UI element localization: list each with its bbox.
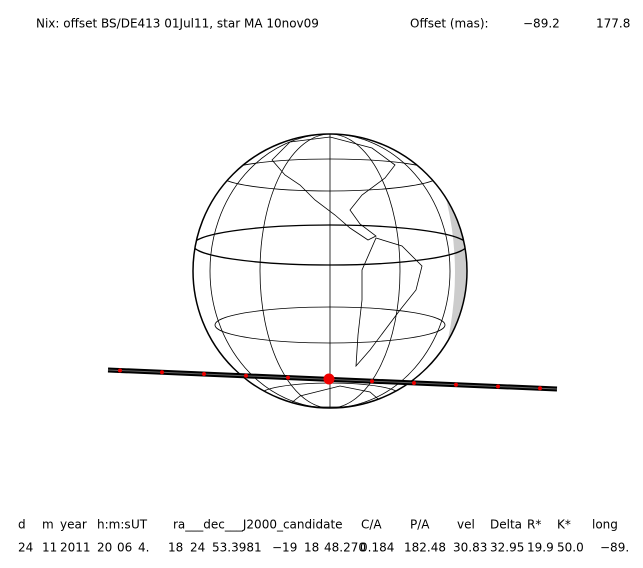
table-cell: 06	[117, 541, 132, 555]
shadow-path	[107, 367, 558, 392]
meridian	[259, 134, 401, 408]
table-cell: 24	[190, 541, 205, 555]
table-cell: 19.9	[527, 541, 554, 555]
time-marks	[118, 368, 542, 391]
table-cell: 20	[97, 541, 112, 555]
parallel	[214, 306, 446, 344]
closest-approach	[323, 373, 335, 385]
equator	[193, 224, 467, 266]
column-header: ra___dec___J2000_candidate	[173, 518, 343, 532]
table-cell: −19	[272, 541, 297, 555]
table-cell: 30.83	[453, 541, 487, 555]
table-cell: 53.3981	[212, 541, 262, 555]
table-cell: 32.95	[490, 541, 524, 555]
globe	[192, 133, 468, 409]
column-header: P/A	[410, 518, 430, 532]
column-header: Delta	[490, 518, 522, 532]
table-cell: 182.48	[404, 541, 446, 555]
column-header: d	[18, 518, 26, 532]
antarctica	[284, 385, 386, 408]
table-cell: 50.0	[557, 541, 584, 555]
table-cell: 4.	[138, 541, 149, 555]
column-header: h:m:s	[97, 518, 131, 532]
event-table: d m year h:m:s UT ra___dec___J2000_candidate C…	[18, 518, 629, 555]
table-cell: 18	[168, 541, 183, 555]
globe-limb	[192, 133, 468, 409]
offset-x: −89.2	[523, 17, 560, 31]
table-cell: 24	[18, 541, 33, 555]
table-cell: 48.270	[324, 541, 366, 555]
meridian	[209, 134, 451, 408]
column-header: R*	[527, 518, 541, 532]
column-header: m	[42, 518, 54, 532]
table-cell: −89.	[600, 541, 629, 555]
offset-y: 177.8	[596, 17, 630, 31]
table-cell: 0.184	[360, 541, 394, 555]
table-cell: 11	[42, 541, 57, 555]
column-header: K*	[557, 518, 571, 532]
column-header: UT	[131, 518, 148, 532]
south-america	[355, 237, 423, 368]
table-cell: 2011	[60, 541, 91, 555]
column-header: C/A	[361, 518, 382, 532]
offset-label: Offset (mas):	[410, 17, 489, 31]
column-header: long	[592, 518, 618, 532]
title: Nix: offset BS/DE413 01Jul11, star MA 10…	[36, 17, 319, 31]
north-america	[271, 136, 396, 241]
column-header: vel	[457, 518, 475, 532]
column-header: year	[60, 518, 87, 532]
table-cell: 18	[304, 541, 319, 555]
